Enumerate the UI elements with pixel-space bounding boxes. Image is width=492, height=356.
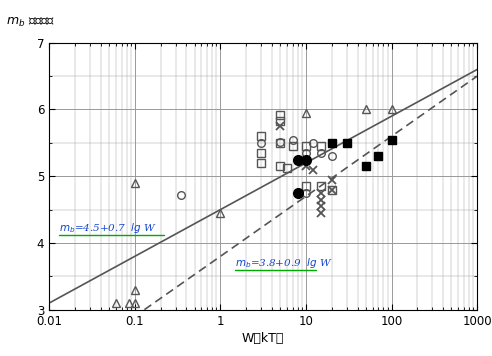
Text: $m_b$ 地震等级: $m_b$ 地震等级 — [6, 16, 56, 30]
X-axis label: W（kT）: W（kT） — [242, 332, 284, 345]
Text: $m_b$=3.8+0.9  $lg$ W: $m_b$=3.8+0.9 $lg$ W — [236, 256, 333, 270]
Text: $m_b$=4.5+0.7  $lg$ W: $m_b$=4.5+0.7 $lg$ W — [59, 221, 157, 235]
